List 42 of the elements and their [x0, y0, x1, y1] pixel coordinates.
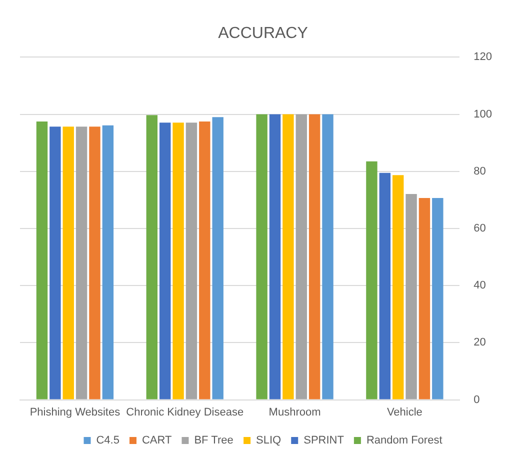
bar — [322, 114, 334, 400]
bar — [76, 126, 88, 400]
bar — [212, 117, 224, 400]
bar — [282, 114, 294, 400]
bar — [432, 198, 444, 400]
legend-label: BF Tree — [194, 434, 234, 447]
bar — [50, 126, 61, 400]
bar — [366, 161, 378, 400]
bar — [199, 121, 210, 400]
bar — [159, 122, 171, 400]
legend-label: SLIQ — [256, 434, 282, 447]
legend-label: CART — [142, 434, 172, 447]
x-tick-label: Mushroom — [268, 406, 321, 418]
legend-label: C4.5 — [96, 434, 120, 447]
y-tick-label: 120 — [474, 51, 492, 64]
bar — [36, 121, 48, 400]
bar — [392, 175, 404, 400]
x-tick-label: Vehicle — [386, 406, 422, 418]
y-tick-label: 60 — [474, 222, 486, 235]
bar — [308, 114, 320, 400]
y-tick-label: 80 — [474, 165, 486, 178]
y-tick-label: 0 — [474, 394, 480, 406]
bar — [256, 114, 268, 400]
bar — [379, 172, 391, 400]
bar — [102, 125, 114, 400]
bar — [62, 126, 74, 400]
bar — [89, 126, 100, 400]
y-tick-label: 20 — [474, 336, 486, 349]
bar — [172, 122, 184, 400]
x-tick-label: Chronic Kidney Disease — [126, 406, 244, 418]
bar — [146, 115, 158, 400]
y-tick-label: 40 — [474, 280, 486, 292]
legend-label: SPRINT — [304, 434, 344, 447]
y-tick-label: 100 — [474, 108, 492, 120]
bar — [406, 194, 417, 400]
x-tick-label: Phishing Websites — [30, 406, 121, 418]
bar — [186, 122, 198, 400]
bar — [269, 114, 281, 400]
bar — [418, 198, 430, 400]
chart-title: ACCURACY — [218, 25, 308, 42]
bar — [296, 114, 307, 400]
legend-label: Random Forest — [366, 434, 442, 447]
